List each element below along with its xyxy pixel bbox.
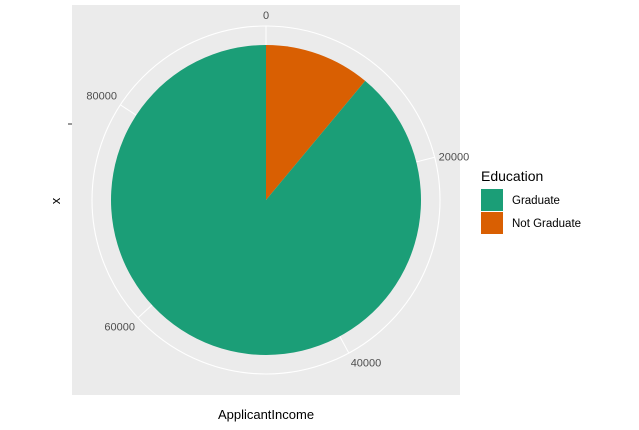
legend-title: Education: [481, 168, 543, 184]
theta-tick-labels: 0 20000 40000 60000 80000: [86, 10, 469, 370]
legend-key-graduate: [481, 189, 503, 211]
pie-slice-graduate: [111, 44, 422, 355]
x-axis-title: ApplicantIncome: [218, 407, 314, 422]
theta-tick-label: 80000: [86, 91, 117, 103]
legend-label: Not Graduate: [512, 218, 581, 230]
legend: Education Graduate Not Graduate: [481, 168, 581, 234]
theta-tick-label: 60000: [104, 322, 135, 334]
theta-tick-label: 40000: [351, 358, 382, 370]
theta-tick-label: 20000: [439, 151, 470, 163]
legend-label: Graduate: [512, 195, 560, 207]
pie-slices: [111, 44, 422, 355]
theta-tick-label: 0: [263, 10, 269, 22]
legend-key-not-graduate: [481, 212, 503, 234]
y-axis-title: x: [48, 197, 63, 204]
pie-slice-not-graduate: [266, 45, 366, 200]
